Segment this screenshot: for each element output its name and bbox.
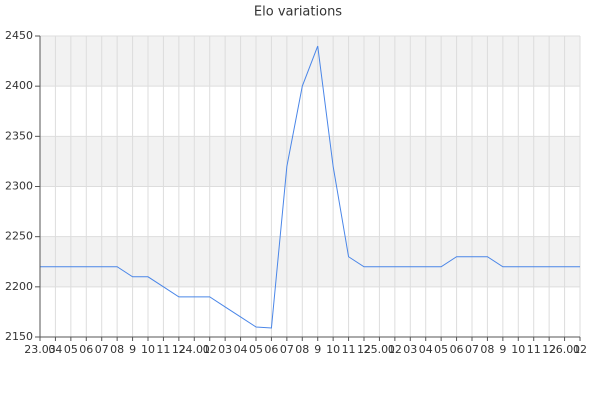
chart-title: Elo variations <box>254 5 342 20</box>
x-tick-label: 04 <box>419 343 433 356</box>
x-tick-label: 07 <box>465 343 479 356</box>
x-tick-label: 9 <box>499 343 506 356</box>
x-tick-label: 23.03 <box>24 343 56 356</box>
x-tick-label: 02 <box>573 343 587 356</box>
x-tick-label: 11 <box>527 343 541 356</box>
grid-band <box>40 36 580 87</box>
x-tick-label: 9 <box>314 343 321 356</box>
x-tick-label: 12 <box>172 343 186 356</box>
y-tick-label: 2350 <box>5 129 33 142</box>
series-line <box>40 45 580 329</box>
grid-band <box>40 136 580 187</box>
x-tick-label: 06 <box>450 343 464 356</box>
x-tick-label: 04 <box>234 343 248 356</box>
x-tick-label: 03 <box>218 343 232 356</box>
x-tick-label: 06 <box>264 343 278 356</box>
x-tick-label: 12 <box>542 343 556 356</box>
x-tick-label: 25.01 <box>364 343 396 356</box>
y-tick-label: 2450 <box>5 29 33 42</box>
x-tick-label: 9 <box>129 343 136 356</box>
x-tick-label: 08 <box>480 343 494 356</box>
x-tick-label: 08 <box>110 343 124 356</box>
y-tick-label: 2200 <box>5 280 33 293</box>
x-tick-label: 10 <box>326 343 340 356</box>
y-tick-label: 2150 <box>5 330 33 343</box>
x-tick-label: 24.01 <box>179 343 211 356</box>
x-tick-label: 12 <box>357 343 371 356</box>
x-tick-label: 03 <box>403 343 417 356</box>
y-tick-label: 2250 <box>5 230 33 243</box>
x-tick-label: 26.01 <box>549 343 581 356</box>
grid-band <box>40 236 580 287</box>
x-tick-label: 07 <box>95 343 109 356</box>
x-tick-label: 05 <box>64 343 78 356</box>
x-tick-label: 11 <box>156 343 170 356</box>
x-tick-label: 10 <box>141 343 155 356</box>
x-tick-label: 04 <box>48 343 62 356</box>
x-tick-label: 02 <box>203 343 217 356</box>
x-tick-label: 08 <box>295 343 309 356</box>
x-tick-label: 05 <box>434 343 448 356</box>
x-tick-label: 06 <box>79 343 93 356</box>
y-tick-label: 2400 <box>5 79 33 92</box>
x-tick-label: 05 <box>249 343 263 356</box>
x-tick-label: 11 <box>342 343 356 356</box>
x-tick-label: 02 <box>388 343 402 356</box>
x-tick-label: 10 <box>511 343 525 356</box>
x-tick-label: 07 <box>280 343 294 356</box>
y-tick-label: 2300 <box>5 180 33 193</box>
